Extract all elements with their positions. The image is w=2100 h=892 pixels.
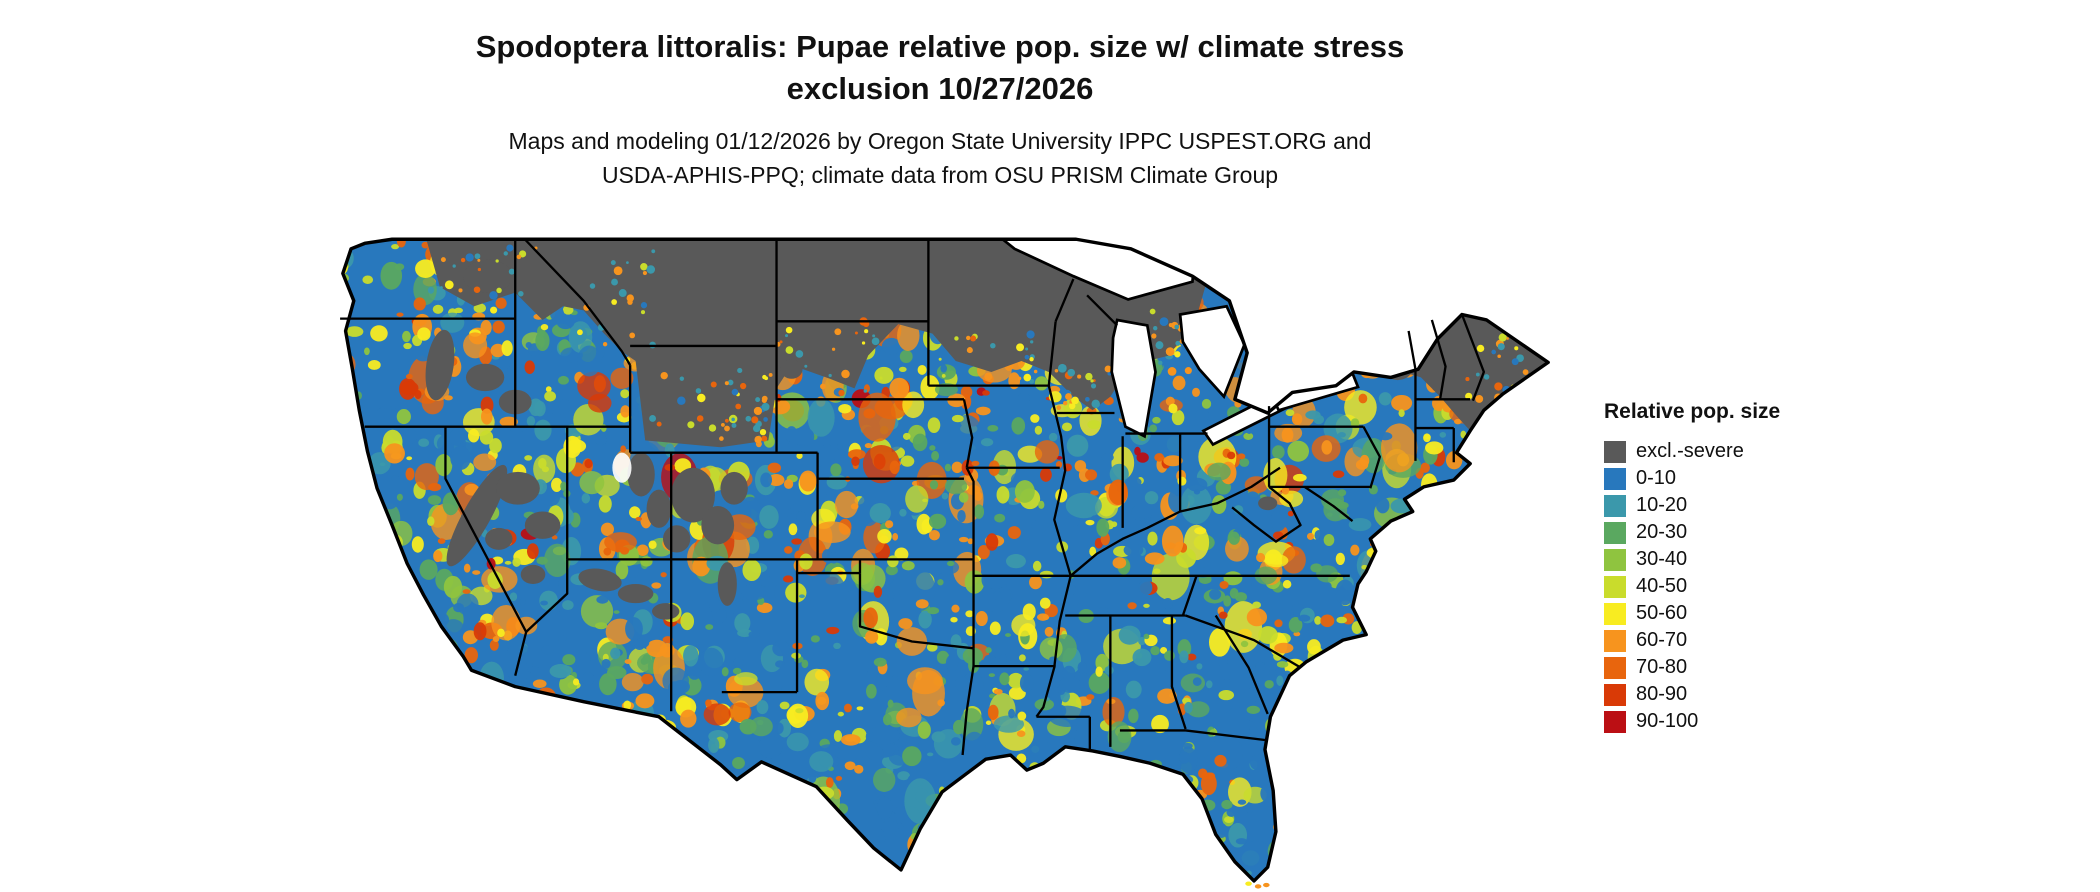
lake-huron	[1178, 304, 1246, 400]
legend-label: 30-40	[1636, 548, 1688, 570]
legend-row: 30-40	[1604, 546, 1924, 573]
subtitle-line-2: USDA-APHIS-PPQ; climate data from OSU PR…	[601, 162, 1279, 188]
legend-row: 40-50	[1604, 573, 1924, 600]
map-area	[310, 235, 1555, 892]
legend-swatch	[1604, 521, 1626, 544]
legend-label: 60-70	[1636, 629, 1688, 651]
legend-swatch	[1604, 548, 1626, 571]
legend-label: 70-80	[1636, 656, 1688, 678]
legend-row: 90-100	[1604, 708, 1924, 735]
legend-rows: excl.-severe 0-10 10-20 20-30 30-40 40-50 50-6…	[1604, 438, 1924, 735]
legend-swatch	[1604, 602, 1626, 625]
legend-label: 0-10	[1636, 467, 1677, 489]
title-line-2: exclusion 10/27/2026	[786, 71, 1094, 106]
legend-row: 50-60	[1604, 600, 1924, 627]
legend-label: 90-100	[1636, 710, 1699, 732]
legend-label: excl.-severe	[1636, 440, 1744, 462]
legend-swatch	[1604, 656, 1626, 679]
legend-label: 80-90	[1636, 683, 1688, 705]
legend-swatch	[1604, 683, 1626, 706]
subtitle-line-1: Maps and modeling 01/12/2026 by Oregon S…	[508, 128, 1372, 154]
legend-row: 10-20	[1604, 492, 1924, 519]
lake-michigan	[1110, 318, 1157, 439]
legend-row: 20-30	[1604, 519, 1924, 546]
us-map	[340, 237, 1550, 889]
legend-row: 70-80	[1604, 654, 1924, 681]
legend-row: 80-90	[1604, 681, 1924, 708]
legend-row: 0-10	[1604, 465, 1924, 492]
legend-swatch	[1604, 494, 1626, 517]
legend-row: excl.-severe	[1604, 438, 1924, 465]
state-borders	[340, 238, 1486, 756]
title-line-1: Spodoptera littoralis: Pupae relative po…	[475, 29, 1405, 64]
map-subtitle: Maps and modeling 01/12/2026 by Oregon S…	[0, 124, 1880, 192]
legend-swatch	[1604, 710, 1626, 733]
us-outline	[341, 237, 1550, 883]
legend-label: 40-50	[1636, 575, 1688, 597]
legend-swatch	[1604, 440, 1626, 463]
legend-label: 20-30	[1636, 521, 1688, 543]
great-salt-lake	[612, 452, 632, 483]
florida-keys	[1245, 881, 1270, 889]
map-title: Spodoptera littoralis: Pupae relative po…	[0, 26, 1880, 110]
legend-title: Relative pop. size	[1604, 400, 1781, 423]
legend-swatch	[1604, 629, 1626, 652]
legend-row: 60-70	[1604, 627, 1924, 654]
legend-swatch	[1604, 575, 1626, 598]
legend-label: 50-60	[1636, 602, 1688, 624]
legend-swatch	[1604, 467, 1626, 490]
legend: Relative pop. size excl.-severe 0-10 10-20…	[1604, 400, 1924, 735]
legend-label: 10-20	[1636, 494, 1688, 516]
